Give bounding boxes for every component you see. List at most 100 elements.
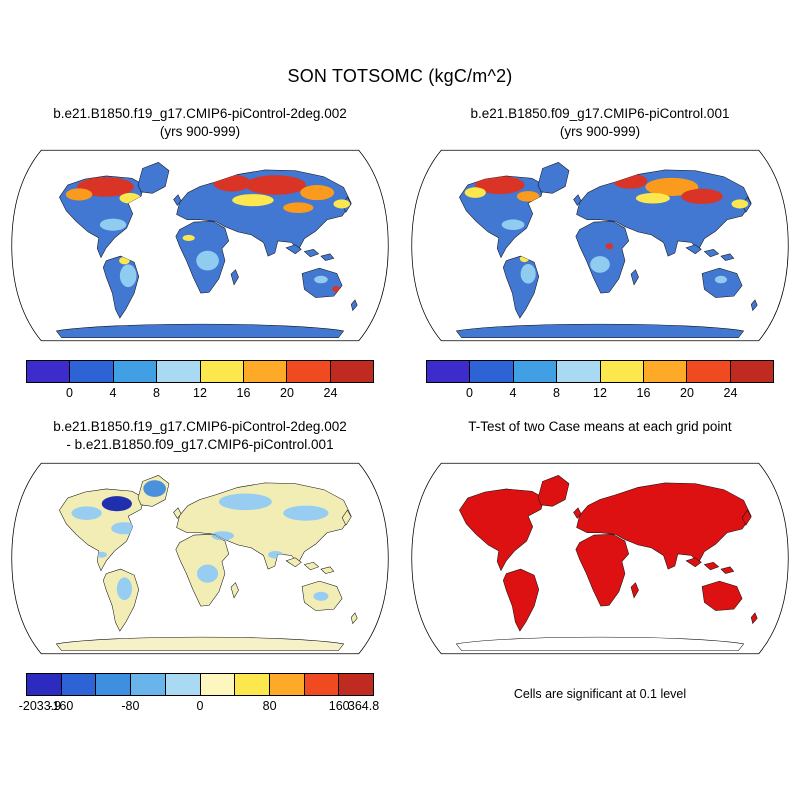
continent xyxy=(303,248,320,258)
continent xyxy=(502,568,540,632)
colorbar-segment xyxy=(513,361,558,382)
continent xyxy=(320,253,335,261)
panel-title: T-Test of two Case means at each grid po… xyxy=(408,418,792,456)
colorbar-labels: 0 4 8 12 16 20 24 xyxy=(26,386,374,402)
colorbar-wrap: -2033.9 -160 -80 0 80 160 364.8 xyxy=(19,673,379,717)
panel-title: b.e21.B1850.f09_g17.CMIP6-piControl.001 … xyxy=(408,105,792,143)
panel-top-right: b.e21.B1850.f09_g17.CMIP6-piControl.001 … xyxy=(408,105,792,404)
world-map-top-right xyxy=(411,149,789,342)
colorbar-segment xyxy=(165,674,201,695)
panel-title-line1: b.e21.B1850.f19_g17.CMIP6-piControl-2deg… xyxy=(53,419,347,434)
colorbar-segment xyxy=(330,361,373,382)
continent xyxy=(630,582,639,599)
continent xyxy=(350,299,358,312)
colorbar-tick-label: 0 xyxy=(66,386,73,400)
continent xyxy=(341,509,352,526)
colorbar-segment xyxy=(61,674,97,695)
panel-bottom-left: b.e21.B1850.f19_g17.CMIP6-piControl-2deg… xyxy=(8,418,392,717)
data-shading xyxy=(464,173,749,284)
colorbar-tick-label: -80 xyxy=(121,699,140,713)
world-map-top-left xyxy=(11,149,389,342)
continent xyxy=(459,488,545,572)
colorbar-segment xyxy=(113,361,158,382)
colorbar-tick-label: 4 xyxy=(109,386,117,400)
colorbar-segment xyxy=(287,361,331,382)
colorbar-segment xyxy=(131,674,166,695)
world-map-ttest xyxy=(411,462,789,655)
colorbar-tick-label: 8 xyxy=(153,386,160,400)
colorbar-segment xyxy=(27,361,71,382)
colorbar-segment xyxy=(557,361,601,382)
continent xyxy=(230,582,239,599)
world-map-difference xyxy=(11,462,389,655)
continent xyxy=(537,475,570,507)
colorbar-segment xyxy=(27,674,62,695)
continent xyxy=(230,269,239,286)
colorbar-segment xyxy=(235,674,270,695)
panel-title-line1: b.e21.B1850.f09_g17.CMIP6-piControl.001 xyxy=(470,106,730,121)
panel-title-line2: - b.e21.B1850.f09_g17.CMIP6-piControl.00… xyxy=(66,437,334,452)
continent xyxy=(320,566,335,574)
continent xyxy=(701,580,743,611)
continent xyxy=(576,482,752,570)
colorbar-tick-label: 80 xyxy=(262,699,277,713)
colorbar-tick-label: 16 xyxy=(236,386,251,400)
colorbar-segment xyxy=(643,361,688,382)
colorbar-tick-label: 8 xyxy=(553,386,560,400)
colorbar-segment xyxy=(339,674,374,695)
colorbar-tick-label: -160 xyxy=(48,699,74,713)
colorbar-segment xyxy=(200,361,244,382)
colorbar-segment xyxy=(70,361,114,382)
panel-title: b.e21.B1850.f19_g17.CMIP6-piControl-2deg… xyxy=(8,418,392,456)
continent xyxy=(741,509,752,526)
colorbar-labels: 0 4 8 12 16 20 24 xyxy=(426,386,774,402)
continent xyxy=(350,612,358,625)
panel-title-line2 xyxy=(408,436,792,454)
colorbar-segment xyxy=(157,361,201,382)
colorbar-tick-label: 364.8 xyxy=(347,699,380,713)
continent xyxy=(303,561,320,571)
figure-title: SON TOTSOMC (kgC/m^2) xyxy=(287,66,513,86)
colorbar-tick-label: 0 xyxy=(466,386,473,400)
colorbar-difference xyxy=(26,673,374,696)
continent xyxy=(703,561,720,571)
antarctica xyxy=(55,323,345,338)
colorbar-tick-label: 20 xyxy=(280,386,294,400)
continent xyxy=(575,534,630,607)
panel-bottom-right: T-Test of two Case means at each grid po… xyxy=(408,418,792,701)
colorbar-wrap: 0 4 8 12 16 20 24 xyxy=(26,360,374,404)
colorbar-segment xyxy=(269,674,305,695)
colorbar-segment xyxy=(600,361,644,382)
colorbar-wrap: 0 4 8 12 16 20 24 xyxy=(426,360,774,404)
colorbar-segment xyxy=(243,361,288,382)
continent xyxy=(285,557,302,568)
significance-caption: Cells are significant at 0.1 level xyxy=(513,687,687,701)
continent xyxy=(573,507,582,519)
colorbar-tick-label: -2033.9 xyxy=(18,699,62,713)
continent xyxy=(720,566,735,574)
continent xyxy=(703,248,720,258)
panel-title-line1: b.e21.B1850.f19_g17.CMIP6-piControl-2deg… xyxy=(53,106,347,121)
panel-title: b.e21.B1850.f19_g17.CMIP6-piControl-2deg… xyxy=(8,105,392,143)
continent xyxy=(630,269,639,286)
colorbar-segment xyxy=(427,361,471,382)
continent xyxy=(173,194,182,206)
panel-title-line1: T-Test of two Case means at each grid po… xyxy=(468,419,732,434)
colorbar-segment xyxy=(304,674,340,695)
data-shading xyxy=(65,174,351,292)
colorbar-labels: -2033.9 -160 -80 0 80 160 364.8 xyxy=(19,699,379,715)
continent xyxy=(173,507,182,519)
colorbar-tick-label: 24 xyxy=(723,386,738,400)
colorbar-tick-label: 12 xyxy=(193,386,207,400)
colorbar-top-right xyxy=(426,360,774,383)
continent xyxy=(573,194,582,206)
continent xyxy=(137,162,170,194)
colorbar-tick-label: 4 xyxy=(509,386,517,400)
colorbar-segment xyxy=(730,361,773,382)
antarctica xyxy=(55,636,345,651)
continent xyxy=(685,244,702,255)
continent xyxy=(720,253,735,261)
continent xyxy=(285,244,302,255)
antarctica xyxy=(455,323,745,338)
colorbar-tick-label: 20 xyxy=(680,386,694,400)
